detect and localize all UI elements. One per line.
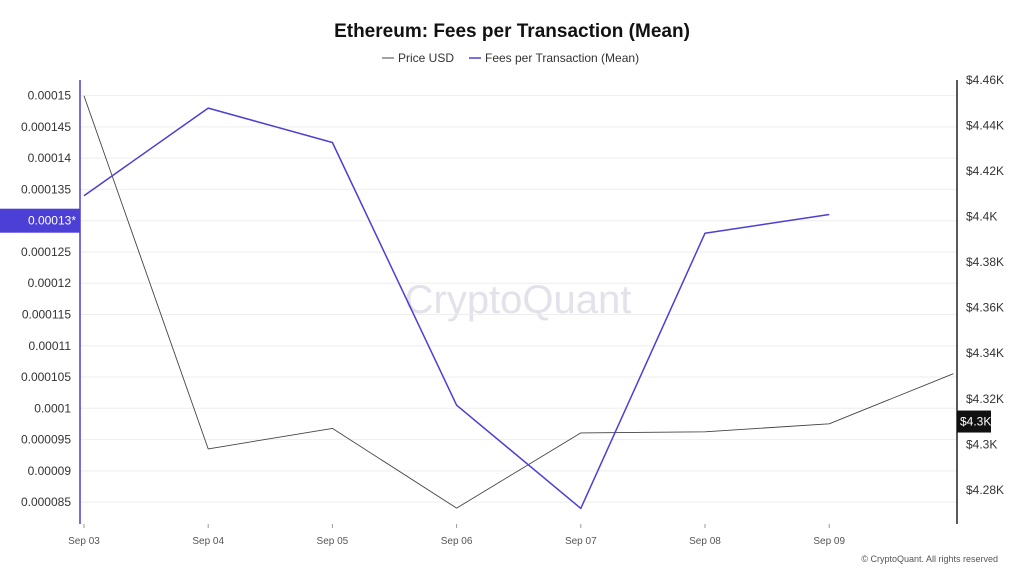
x-tick-label: Sep 08 [689,536,721,547]
current-price-badge-label: $4.3K [960,415,991,429]
series-layer [83,95,954,510]
right-tick-label: $4.28K [966,483,1004,497]
right-tick-label: $4.34K [966,346,1004,360]
right-tick-label: $4.36K [966,301,1004,315]
left-tick-label: 0.00015 [28,89,72,103]
x-tick-label: Sep 03 [68,536,100,547]
watermark: CryptoQuant [405,278,632,322]
current-price-badge-bg [957,410,991,433]
current-fees-badge-bg [0,208,80,233]
x-axis: Sep 03 Sep 04 Sep 05 Sep 06 Sep 07 Sep 08 Sep … [68,524,845,547]
left-tick-label: 0.00012 [28,276,72,290]
right-axis: $4.46K $4.44K $4.42K $4.4K $4.38K $4.36K $4.34… [956,73,1004,524]
left-tick-label: 0.000145 [21,120,71,134]
current-fees-badge-label: 0.00013* [28,214,76,228]
fees-series-line [83,107,830,510]
current-fees-badge: 0.00013* [0,208,80,233]
left-tick-label: 0.0001 [34,401,71,415]
x-tick-label: Sep 07 [565,536,597,547]
chart-title: Ethereum: Fees per Transaction (Mean) [334,21,690,42]
right-tick-label: $4.44K [966,119,1004,133]
left-tick-label: 0.000115 [22,308,71,322]
legend-price-label: Price USD [398,51,454,65]
left-tick-label: 0.000095 [21,433,71,447]
left-tick-label: 0.000085 [21,495,71,509]
right-tick-label: $4.4K [966,210,997,224]
gridlines [80,95,957,503]
current-price-badge: $4.3K [957,410,991,433]
legend: Price USD Fees per Transaction (Mean) [382,51,639,65]
right-tick-label: $4.32K [966,392,1004,406]
left-tick-label: 0.00011 [29,339,72,353]
right-tick-label: $4.38K [966,255,1004,269]
left-tick-label: 0.000135 [21,182,71,196]
left-tick-label: 0.00009 [28,464,72,478]
copyright-notice: © CryptoQuant. All rights reserved [861,554,998,564]
x-tick-label: Sep 04 [192,536,224,547]
left-tick-label: 0.000125 [21,245,71,259]
x-tick-label: Sep 06 [441,536,473,547]
price-series-line [83,95,954,509]
x-tick-label: Sep 09 [813,536,845,547]
legend-fees-label: Fees per Transaction (Mean) [485,51,639,65]
right-tick-label: $4.3K [966,437,997,451]
left-tick-label: 0.000105 [21,370,71,384]
left-tick-label: 0.00014 [28,151,72,165]
right-tick-label: $4.42K [966,164,1004,178]
right-tick-label: $4.46K [966,73,1004,87]
left-axis: 0.000150.0001450.000140.0001350.000130.0… [21,80,81,524]
x-tick-label: Sep 05 [317,536,349,547]
